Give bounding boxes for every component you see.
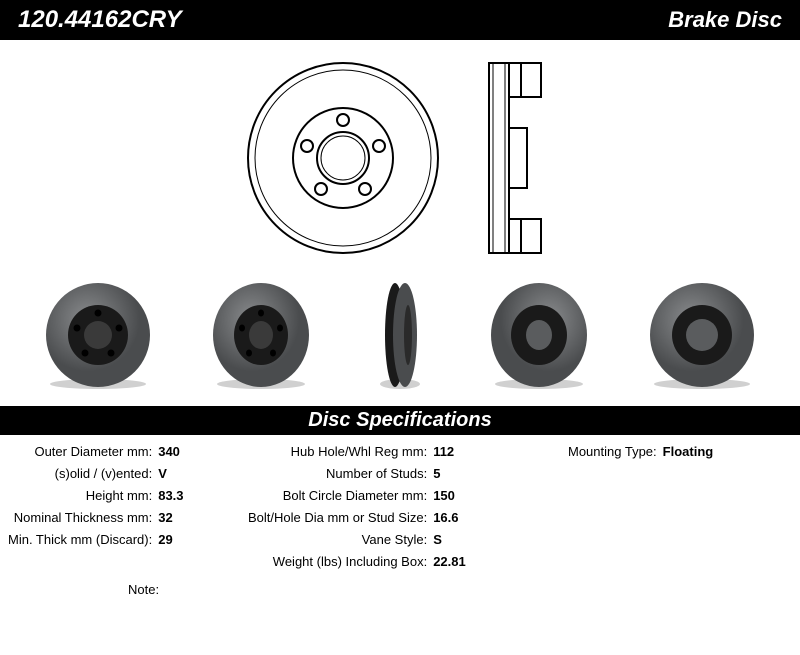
label-solid-vented: (s)olid / (v)ented:: [8, 463, 152, 485]
value-nominal-thick: 32: [158, 507, 183, 529]
spec-col-3: Mounting Type: Floating: [568, 441, 792, 574]
label-height: Height mm:: [8, 485, 152, 507]
note-label: Note:: [128, 582, 159, 597]
disc-photo-edge: [370, 280, 430, 390]
header-bar: 120.44162CRY Brake Disc: [0, 0, 800, 40]
disc-side-drawing: [467, 58, 557, 258]
spec-title-bar: Disc Specifications: [0, 406, 800, 435]
value-mounting: Floating: [663, 441, 714, 463]
disc-front-drawing: [243, 58, 443, 258]
value-vane-style: S: [433, 529, 466, 551]
disc-photo-front-1: [43, 280, 153, 390]
photo-row: [0, 270, 800, 406]
disc-photo-angle-1: [206, 280, 316, 390]
value-bolt-hole: 16.6: [433, 507, 466, 529]
disc-photo-angle-2: [484, 280, 594, 390]
label-hub-hole: Hub Hole/Whl Reg mm:: [248, 441, 427, 463]
product-type: Brake Disc: [668, 7, 782, 33]
part-number: 120.44162CRY: [18, 6, 182, 34]
label-outer-diameter: Outer Diameter mm:: [8, 441, 152, 463]
label-weight: Weight (lbs) Including Box:: [248, 551, 427, 573]
label-bolt-hole: Bolt/Hole Dia mm or Stud Size:: [248, 507, 427, 529]
technical-drawing-area: [0, 40, 800, 270]
spec-col-2: Hub Hole/Whl Reg mm: Number of Studs: Bo…: [248, 441, 568, 574]
value-height: 83.3: [158, 485, 183, 507]
value-solid-vented: V: [158, 463, 183, 485]
value-min-thick: 29: [158, 529, 183, 551]
label-vane-style: Vane Style:: [248, 529, 427, 551]
spec-title: Disc Specifications: [308, 409, 491, 431]
value-weight: 22.81: [433, 551, 466, 573]
label-min-thick: Min. Thick mm (Discard):: [8, 529, 152, 551]
value-hub-hole: 112: [433, 441, 466, 463]
label-nominal-thick: Nominal Thickness mm:: [8, 507, 152, 529]
label-mounting: Mounting Type:: [568, 441, 657, 463]
spec-col-1: Outer Diameter mm: (s)olid / (v)ented: H…: [8, 441, 248, 574]
specs-table: Outer Diameter mm: (s)olid / (v)ented: H…: [0, 435, 800, 578]
note-row: Note:: [0, 578, 800, 607]
value-bolt-circle: 150: [433, 485, 466, 507]
label-num-studs: Number of Studs:: [248, 463, 427, 485]
value-num-studs: 5: [433, 463, 466, 485]
value-outer-diameter: 340: [158, 441, 183, 463]
disc-photo-back: [647, 280, 757, 390]
label-bolt-circle: Bolt Circle Diameter mm:: [248, 485, 427, 507]
